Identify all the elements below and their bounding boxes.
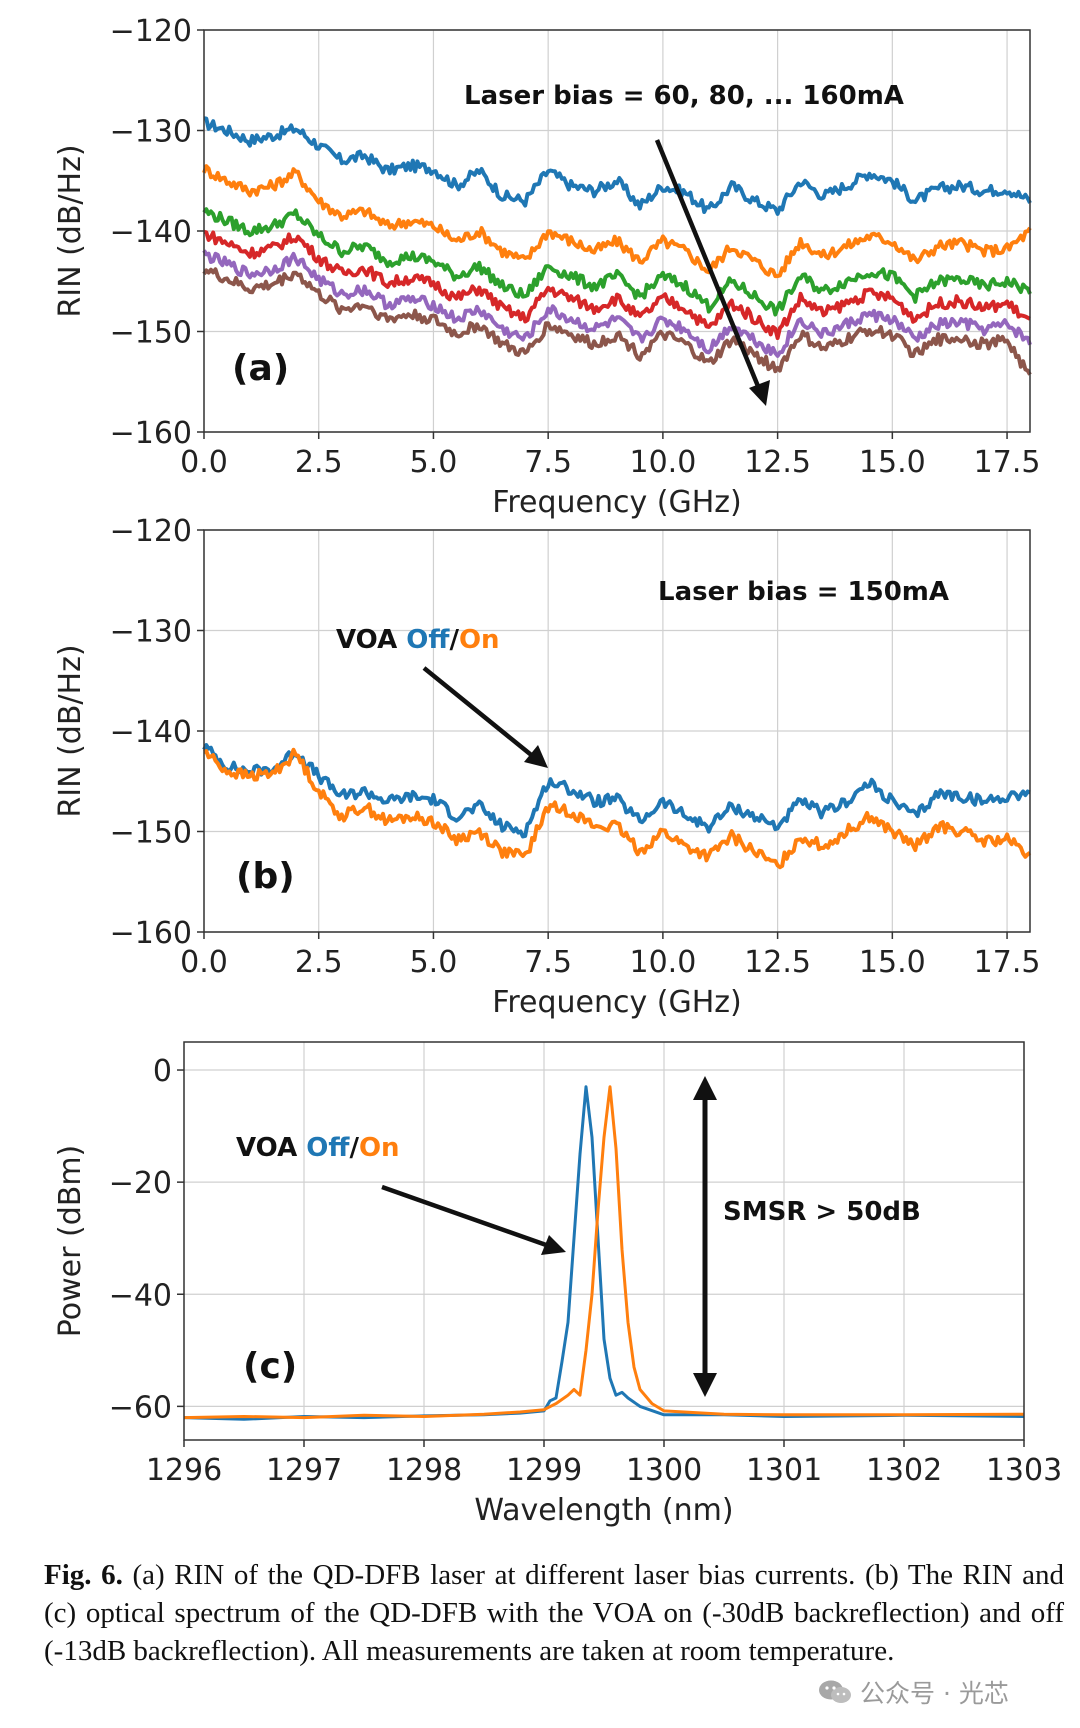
smsr-arrowhead-up bbox=[693, 1076, 717, 1100]
x-tick-label: 17.5 bbox=[974, 945, 1041, 980]
y-tick-label: −20 bbox=[109, 1166, 172, 1201]
x-tick-label: 1300 bbox=[626, 1453, 702, 1488]
series-line-1 bbox=[202, 743, 1031, 839]
panel-a-arrow bbox=[654, 139, 765, 397]
x-tick-label: 2.5 bbox=[295, 945, 343, 980]
caption-text: (a) RIN of the QD-DFB laser at different… bbox=[44, 1559, 1064, 1667]
y-tick-label: −40 bbox=[109, 1278, 172, 1313]
x-tick-label: 7.5 bbox=[524, 945, 572, 980]
x-tick-label: 0.0 bbox=[180, 445, 228, 480]
panel-c-grid bbox=[183, 1042, 1025, 1440]
panel-a: 0.0 2.5 5.0 7.5 10.0 12.5 15.0 17.5 −120 −130 −140… bbox=[53, 14, 1040, 520]
series-line-3 bbox=[202, 207, 1032, 317]
x-tick-label: 1298 bbox=[386, 1453, 462, 1488]
smsr-annotation: SMSR > 50dB bbox=[723, 1197, 921, 1227]
y-tick-label: −160 bbox=[110, 916, 192, 951]
x-tick-label: 7.5 bbox=[524, 445, 572, 480]
panel-c-voa-on: On bbox=[359, 1133, 400, 1163]
y-tick-label: −60 bbox=[109, 1390, 172, 1425]
x-tick-label: 1297 bbox=[266, 1453, 342, 1488]
panel-b-voa-text: VOA bbox=[336, 625, 397, 655]
x-tick-label: 2.5 bbox=[295, 445, 343, 480]
x-tick-label: 12.5 bbox=[744, 945, 811, 980]
x-tick-label: 1303 bbox=[986, 1453, 1062, 1488]
panel-b-voa-off: Off bbox=[406, 625, 450, 655]
series-line-4 bbox=[203, 229, 1031, 340]
x-tick-label: 1299 bbox=[506, 1453, 582, 1488]
series-line-2 bbox=[203, 747, 1032, 870]
panel-c-ylabel: Power (dBm) bbox=[53, 1145, 88, 1338]
watermark-text: 公众号 · 光芯 bbox=[860, 1679, 1009, 1708]
x-tick-label: 17.5 bbox=[974, 445, 1041, 480]
panel-b-voa-on: On bbox=[459, 625, 500, 655]
series-line-2 bbox=[183, 1085, 1025, 1420]
panel-b-annotation: Laser bias = 150mA bbox=[658, 577, 949, 607]
panel-b: 0.0 2.5 5.0 7.5 10.0 12.5 15.0 17.5 −120 −130 −140… bbox=[53, 514, 1040, 1020]
x-tick-label: 10.0 bbox=[629, 445, 696, 480]
y-tick-label: −130 bbox=[110, 115, 192, 150]
y-tick-label: −150 bbox=[110, 816, 192, 851]
panel-a-series bbox=[202, 116, 1032, 376]
panel-a-label: (a) bbox=[232, 348, 289, 389]
panel-c-frame bbox=[183, 1041, 1025, 1441]
panel-c-voa-off: Off bbox=[306, 1133, 350, 1163]
y-tick-label: 0 bbox=[153, 1054, 172, 1089]
watermark: 公众号 · 光芯 bbox=[818, 1674, 1068, 1710]
panel-c-xlabel: Wavelength (nm) bbox=[474, 1493, 733, 1528]
figure-canvas: 0.0 2.5 5.0 7.5 10.0 12.5 15.0 17.5 −120 −130 −140… bbox=[53, 14, 1062, 1528]
x-tick-label: 15.0 bbox=[859, 445, 926, 480]
y-tick-label: −120 bbox=[110, 514, 192, 549]
panel-c-arrow bbox=[381, 1184, 550, 1249]
x-tick-label: 10.0 bbox=[629, 945, 696, 980]
figure-caption: Fig. 6. (a) RIN of the QD-DFB laser at d… bbox=[44, 1556, 1064, 1670]
panel-b-series bbox=[202, 743, 1032, 870]
panel-b-arrowhead bbox=[524, 745, 548, 768]
panel-a-xlabel: Frequency (GHz) bbox=[492, 485, 741, 520]
y-tick-label: −140 bbox=[110, 215, 192, 250]
series-line-6 bbox=[202, 267, 1032, 376]
panel-b-ylabel: RIN (dB/Hz) bbox=[53, 644, 88, 817]
panel-b-xlabel: Frequency (GHz) bbox=[492, 985, 741, 1020]
y-tick-label: −140 bbox=[110, 715, 192, 750]
x-tick-label: 12.5 bbox=[744, 445, 811, 480]
smsr-arrowhead-down bbox=[693, 1373, 717, 1397]
panel-c-series bbox=[183, 1085, 1025, 1421]
panel-a-frame bbox=[203, 29, 1031, 433]
panel-b-frame bbox=[203, 529, 1031, 933]
series-line-5 bbox=[202, 249, 1032, 358]
panel-b-ticks: 0.0 2.5 5.0 7.5 10.0 12.5 15.0 17.5 −120 −130 −140… bbox=[110, 514, 1041, 980]
caption-fig-label: Fig. 6. bbox=[44, 1559, 123, 1591]
x-tick-label: 0.0 bbox=[180, 945, 228, 980]
panel-a-arrowhead bbox=[749, 380, 770, 406]
x-tick-label: 1296 bbox=[146, 1453, 222, 1488]
series-line-1 bbox=[203, 116, 1032, 216]
x-tick-label: 1301 bbox=[746, 1453, 822, 1488]
y-tick-label: −160 bbox=[110, 416, 192, 451]
panel-c-voa-text: VOA bbox=[236, 1133, 297, 1163]
x-tick-label: 5.0 bbox=[410, 945, 458, 980]
series-line-2 bbox=[202, 164, 1032, 279]
panel-b-arrow bbox=[422, 666, 537, 760]
y-tick-label: −150 bbox=[110, 316, 192, 351]
panel-a-ticks: 0.0 2.5 5.0 7.5 10.0 12.5 15.0 17.5 −120 −130 −140… bbox=[110, 14, 1041, 480]
y-tick-label: −130 bbox=[110, 615, 192, 650]
y-tick-label: −120 bbox=[110, 14, 192, 49]
panel-c-arrowhead bbox=[541, 1235, 566, 1255]
panel-c-ticks: 1296 1297 1298 1299 1300 1301 1302 1303 0 −20 −40 −… bbox=[109, 1054, 1062, 1488]
panel-a-annotation: Laser bias = 60, 80, ... 160mA bbox=[464, 81, 904, 111]
panel-c-label: (c) bbox=[243, 1346, 297, 1387]
x-tick-label: 5.0 bbox=[410, 445, 458, 480]
panel-b-voa-label: VOA Off/On bbox=[336, 625, 500, 655]
panel-b-label: (b) bbox=[236, 856, 295, 897]
wechat-icon bbox=[819, 1680, 851, 1703]
x-tick-label: 1302 bbox=[866, 1453, 942, 1488]
panel-c: 1296 1297 1298 1299 1300 1301 1302 1303 0 −20 −40 −… bbox=[53, 1041, 1062, 1528]
x-tick-label: 15.0 bbox=[859, 945, 926, 980]
panel-c-voa-label: VOA Off/On bbox=[236, 1133, 400, 1163]
panel-a-ylabel: RIN (dB/Hz) bbox=[53, 144, 88, 317]
